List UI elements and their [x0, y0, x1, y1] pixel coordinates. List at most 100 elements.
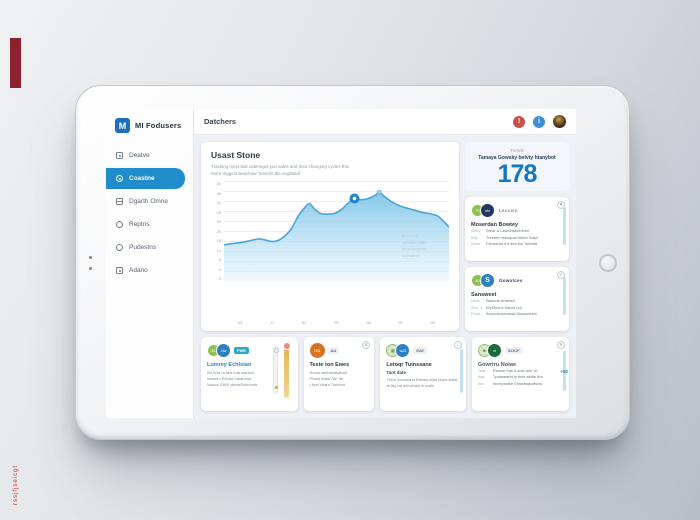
y-axis: 40 36 32 28 24 20 16 12 8 4	[216, 181, 221, 282]
app-logo-icon: M	[115, 118, 130, 133]
card-badge: AU	[327, 347, 340, 354]
scrollbar[interactable]	[563, 207, 566, 246]
right-column: Trends Tamaya Gowsky betvty htanybot 178…	[465, 142, 569, 331]
topbar: Datchers ! i	[194, 109, 576, 135]
topbar-icons: ! i	[513, 115, 566, 128]
card-tag: Leccein	[499, 208, 518, 214]
card-title: Sansweet	[471, 292, 497, 299]
chart-subtitle: Tracking mest tast caterwget you sales a…	[211, 164, 349, 177]
scrollbar[interactable]	[563, 277, 566, 316]
marker-inner	[352, 197, 357, 201]
seal-coin-icon: nt	[486, 343, 502, 358]
card-row: Aqc Tpatweartrt is tivts astfts tha	[477, 374, 543, 380]
vertical-slider[interactable]	[272, 346, 279, 394]
sidebar: M MI Fodusers Deatve Coastne Dgarth Omne	[106, 109, 194, 418]
right-card-sansweet: ✓ 40 S Gowatces Sansweet Uroe Naacde Amt…	[465, 267, 569, 331]
camera-dot	[89, 256, 92, 259]
scrollbar[interactable]	[563, 351, 566, 391]
chart-line	[224, 191, 449, 246]
home-button[interactable]	[599, 253, 617, 272]
usage-chart-card: Usast Stone Tracking mest tast caterwget…	[201, 142, 459, 331]
bottom-card-letoqr: ↓ ▦ w23 EAY Letoqr Tuinssane Tant date T…	[380, 337, 466, 411]
messages-icon	[116, 198, 123, 205]
bottom-card-gowrtru: ≡ ❀ nt 911CF Gowrtru Notae Tear Rewse Sa…	[471, 337, 569, 411]
card-text: IW Wor ta tast that wantes Inlaws t Scha…	[207, 370, 258, 388]
products-icon	[116, 244, 123, 251]
sidebar-item-label: Adano	[129, 267, 148, 274]
info-icon[interactable]: i	[533, 115, 545, 128]
chart-area	[224, 192, 449, 282]
stat-eyebrow: Trends	[510, 148, 524, 153]
reports-icon	[116, 221, 123, 228]
brand-coin-icon: S	[480, 273, 495, 289]
chevron-down-icon[interactable]: ▾	[557, 201, 565, 210]
stat-value: 178	[497, 160, 538, 188]
seal-coin-icon: ntn	[480, 203, 495, 219]
sidebar-item-label: Reptns	[129, 221, 150, 228]
card-tag: Gowatces	[499, 278, 523, 284]
card-title: Moserdan Bowtey	[471, 222, 519, 229]
watermark-side-text: rssjfjseicgt	[13, 465, 19, 506]
chart-svg	[224, 190, 449, 282]
sidebar-item-label: Dgarth Omne	[129, 198, 169, 205]
bottom-card-teste: ≡ 105 AU Teste ton Ewes Roust wethtstrft…	[303, 337, 375, 411]
card-badge: 911CF	[504, 347, 523, 354]
content: Usast Stone Tracking mest tast caterwget…	[194, 135, 576, 418]
x-axis: 03 12 52 99 56 97 93	[237, 320, 436, 325]
seal-coin-icon: ntw	[216, 343, 231, 358]
stat-caption: Tamaya Gowsky betvty htanybot	[478, 155, 556, 161]
sidebar-item-dgarth-omne[interactable]: Dgarth Omne	[106, 191, 193, 212]
card-row: Froot Anundsnortarsat Disscatebw	[471, 310, 537, 316]
card-title: Lumrey Echlstan	[207, 362, 252, 368]
card-row: Wout Prewardd it it lies ths Torthalt	[471, 241, 538, 247]
card-row: Tear Rewse Sas it acts antr to	[477, 368, 538, 373]
menu-icon[interactable]: ≡	[362, 341, 371, 349]
card-text: Roust wethtstrftyftaut Phant stakit /W/ …	[309, 370, 348, 388]
card-text: Titere Accusarst Erteaw Mas Hybe Aatst a…	[386, 377, 458, 389]
peak-dot	[376, 190, 382, 196]
card-subtitle: Tant date	[386, 370, 406, 375]
page-title: Datchers	[204, 117, 237, 126]
card-badge: FWE	[234, 347, 249, 354]
score-coin-icon: 105	[309, 343, 325, 358]
level-slider[interactable]	[282, 342, 291, 398]
sidebar-item-reptns[interactable]: Reptns	[106, 214, 193, 235]
card-title: Gowrtru Notae	[477, 362, 517, 368]
main-area: Datchers ! i Usast Stone Tracking mest t	[194, 109, 576, 418]
scrollbar[interactable]	[459, 349, 463, 393]
bottom-card-lumrey: 31 ntw FWE Lumrey Echlstan IW Wor ta tas…	[201, 337, 298, 411]
chart-title: Usast Stone	[211, 150, 261, 160]
bottom-cards-row: 31 ntw FWE Lumrey Echlstan IW Wor ta tas…	[201, 337, 569, 411]
sidebar-item-pudestns[interactable]: Pudestns	[106, 237, 193, 258]
sidebar-item-label: Pudestns	[129, 244, 157, 251]
camera-dot	[89, 267, 92, 270]
card-row: Sen. 1 WySline's Sabot Lut	[471, 304, 522, 310]
app-name: MI Fodusers	[135, 121, 182, 130]
download-icon[interactable]: ↓	[453, 341, 462, 349]
sidebar-item-label: Deatve	[129, 152, 150, 159]
stat-card: Trends Tamaya Gowsky betvty htanybot 178	[465, 142, 569, 192]
card-row: ww rscmpssthe Esseatqsctfshw	[477, 380, 543, 386]
sidebar-item-coastne[interactable]: Coastne	[106, 168, 185, 189]
app-logo-row: M MI Fodusers	[106, 109, 193, 143]
card-title: Letoqr Tuinssane	[386, 362, 432, 368]
watermark-red-bar	[10, 38, 21, 88]
dashboard-icon	[116, 152, 123, 159]
alerts-icon[interactable]: !	[513, 115, 525, 128]
dashboard-screen: M MI Fodusers Deatve Coastne Dgarth Omne	[106, 109, 576, 418]
sidebar-item-adano[interactable]: Adano	[106, 260, 193, 281]
seal-coin-icon: w23	[395, 343, 411, 358]
sidebar-item-label: Coastne	[129, 175, 155, 182]
user-avatar[interactable]	[553, 115, 566, 128]
chart-annotation: ar n b av ammam mam amm amwam ammamm	[402, 233, 427, 258]
card-title: Teste ton Ewes	[309, 362, 350, 368]
menu-icon[interactable]: ≡	[557, 341, 565, 349]
admin-icon	[116, 267, 123, 274]
scroll-value: +80	[560, 369, 568, 374]
card-row: Wty Treeste rishsquat ridest Sawt	[471, 234, 538, 240]
sidebar-item-deatve[interactable]: Deatve	[106, 145, 193, 166]
check-icon[interactable]: ✓	[557, 271, 565, 280]
right-card-moserdan: ▾ 70 ntn Leccein Moserdan Bowtey Story S…	[465, 197, 569, 262]
courses-icon	[116, 175, 123, 182]
